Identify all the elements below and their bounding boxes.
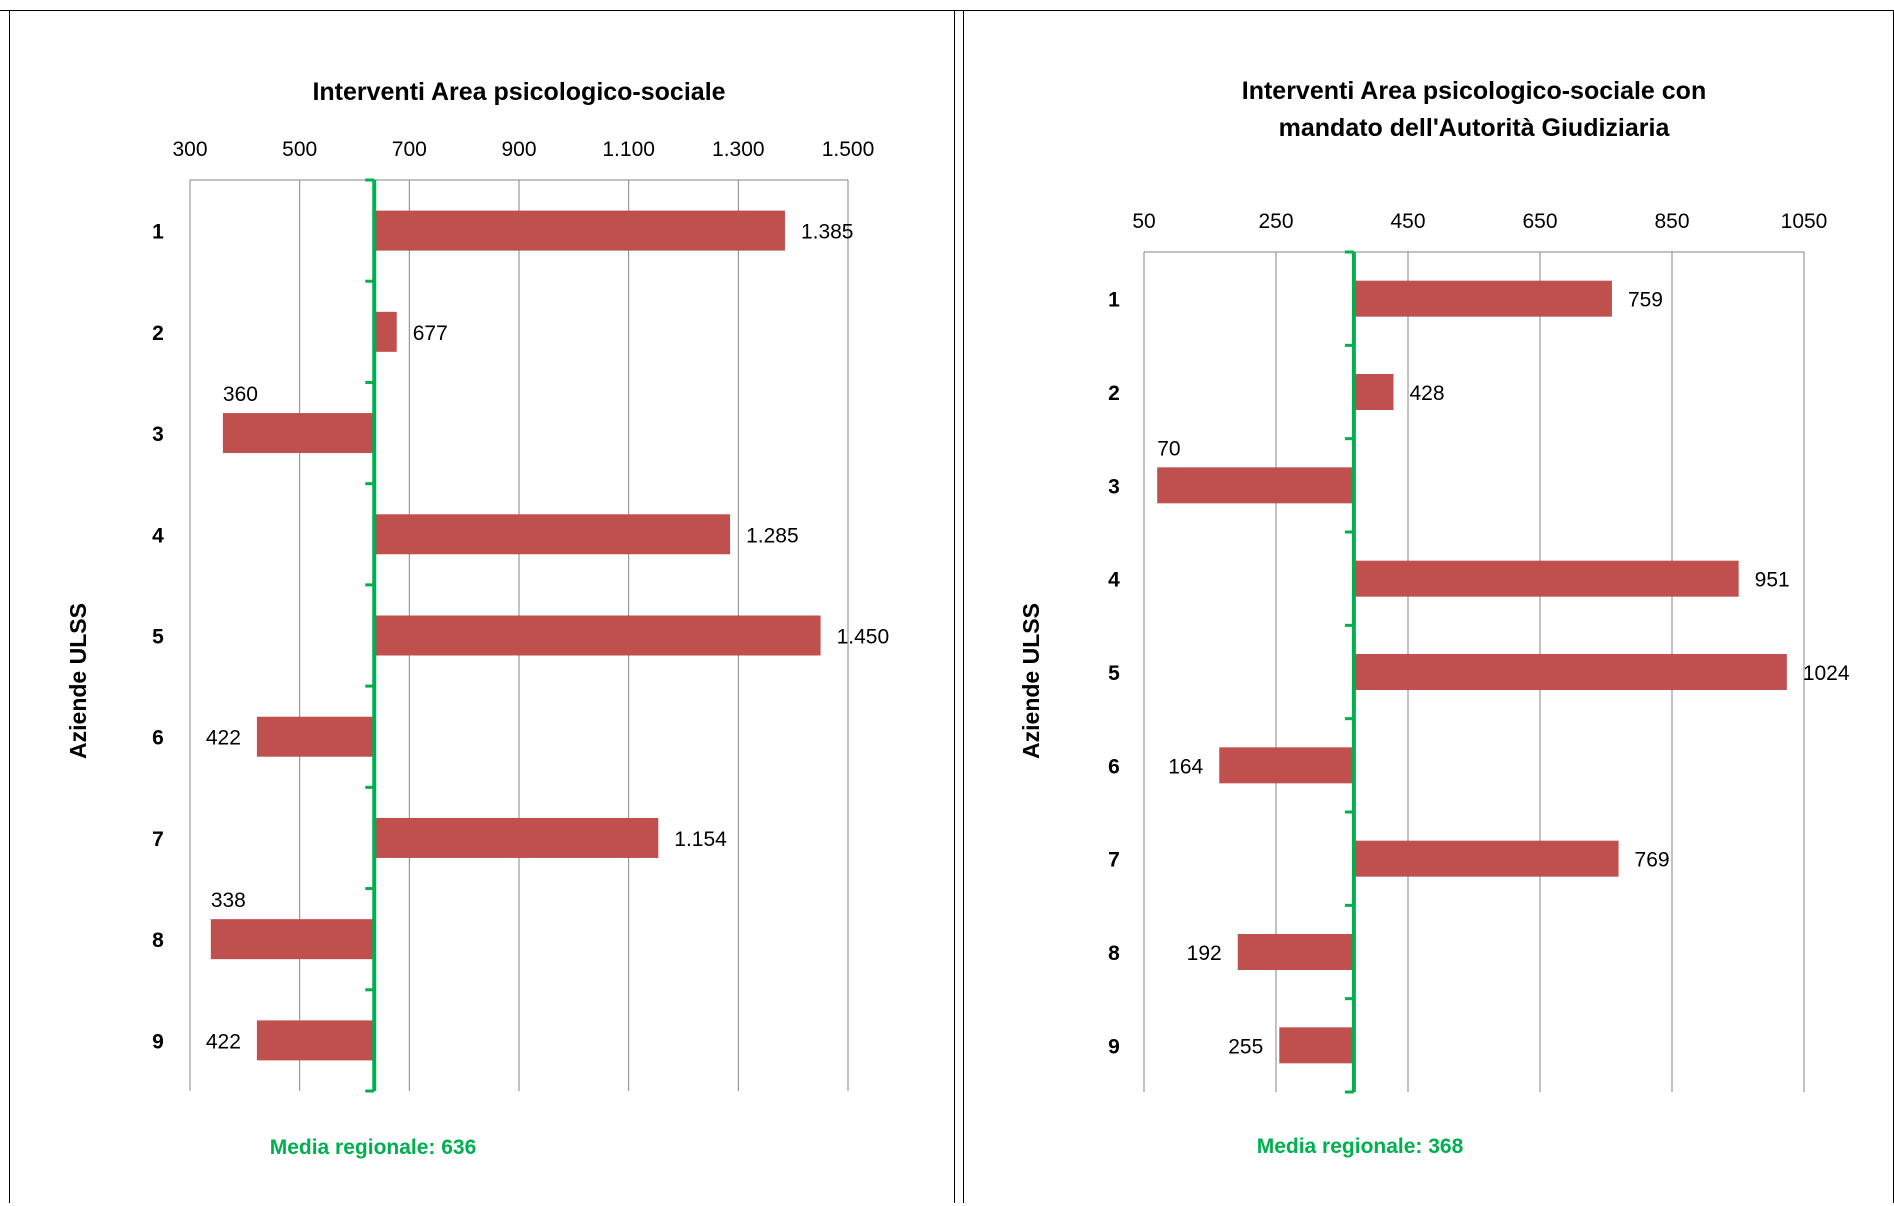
x-tick-label: 700: [392, 138, 427, 161]
category-label: 3: [1108, 475, 1120, 498]
bar: [1237, 934, 1354, 970]
x-tick-label: 900: [501, 138, 536, 161]
category-label: 4: [152, 524, 164, 547]
bar: [374, 210, 785, 251]
bar: [210, 919, 375, 960]
data-label: 428: [1409, 382, 1444, 405]
bar: [374, 817, 659, 858]
category-label: 8: [1108, 942, 1120, 965]
y-axis-title: Aziende ULSS: [65, 603, 91, 759]
bar: [1353, 280, 1612, 317]
bar: [1353, 654, 1787, 690]
x-tick-label: 1.100: [602, 138, 655, 161]
chart-title-line: Interventi Area psicologico-sociale con: [1242, 77, 1706, 105]
data-label: 1024: [1803, 662, 1850, 685]
data-label: 338: [211, 889, 246, 912]
chart-title: Interventi Area psicologico-sociale: [312, 78, 725, 106]
category-label: 3: [152, 423, 164, 446]
data-label: 422: [206, 727, 241, 750]
x-tick-label: 1.500: [822, 138, 875, 161]
bar: [1157, 467, 1354, 504]
category-label: 2: [1108, 382, 1120, 405]
chart-title-line: mandato dell'Autorità Giudiziaria: [1279, 114, 1671, 142]
bar: [374, 615, 821, 656]
chart-interventi-mandato: Interventi Area psicologico-sociale con m…: [1018, 77, 1850, 1158]
category-label: 1: [1108, 289, 1120, 312]
category-label: 5: [152, 626, 164, 649]
data-label: 255: [1228, 1035, 1263, 1058]
bar: [1219, 747, 1354, 784]
category-label: 4: [1108, 569, 1120, 592]
data-label: 1.154: [674, 828, 727, 851]
x-tick-label: 500: [282, 138, 317, 161]
category-label: 1: [152, 221, 164, 244]
bar: [1353, 374, 1394, 410]
x-tick-label: 650: [1522, 210, 1557, 233]
x-tick-label: 1050: [1781, 210, 1828, 233]
x-tick-label: 450: [1390, 210, 1425, 233]
category-label: 6: [1108, 755, 1120, 778]
bar: [374, 311, 397, 352]
x-tick-label: 850: [1654, 210, 1689, 233]
x-tick-label: 50: [1132, 210, 1155, 233]
data-label: 70: [1157, 437, 1180, 460]
category-label: 7: [152, 828, 164, 851]
category-label: 8: [152, 929, 164, 952]
category-label: 5: [1108, 662, 1120, 685]
data-label: 1.385: [801, 221, 854, 244]
chart-panel-right: Interventi Area psicologico-sociale con m…: [963, 11, 1894, 1203]
data-label: 192: [1187, 942, 1222, 965]
chart-interventi-area: Interventi Area psicologico-sociale 300 50…: [65, 78, 890, 1159]
data-label: 422: [206, 1030, 241, 1053]
bar: [256, 716, 375, 757]
bar: [1279, 1027, 1354, 1064]
mean-label: Media regionale: 636: [270, 1136, 477, 1159]
category-label: 7: [1108, 849, 1120, 872]
data-label: 164: [1168, 755, 1203, 778]
data-label: 677: [413, 322, 448, 345]
top-rule: [0, 10, 1894, 11]
category-label: 9: [152, 1030, 164, 1053]
data-label: 759: [1628, 289, 1663, 312]
chart-panel-left: Interventi Area psicologico-sociale 300 50…: [9, 11, 955, 1203]
bar: [1353, 840, 1619, 877]
category-label: 2: [152, 322, 164, 345]
data-label: 1.450: [837, 626, 890, 649]
y-axis-title: Aziende ULSS: [1018, 603, 1044, 759]
category-label: 6: [152, 727, 164, 750]
mean-label: Media regionale: 368: [1257, 1135, 1464, 1158]
category-label: 9: [1108, 1035, 1120, 1058]
bar: [374, 514, 731, 555]
x-tick-label: 300: [172, 138, 207, 161]
x-tick-label: 1.300: [712, 138, 765, 161]
bar: [222, 413, 375, 454]
data-label: 360: [223, 383, 258, 406]
data-label: 769: [1635, 849, 1670, 872]
data-label: 1.285: [746, 524, 799, 547]
bar: [256, 1020, 375, 1061]
bar: [1353, 560, 1739, 597]
data-label: 951: [1755, 569, 1790, 592]
x-tick-label: 250: [1258, 210, 1293, 233]
